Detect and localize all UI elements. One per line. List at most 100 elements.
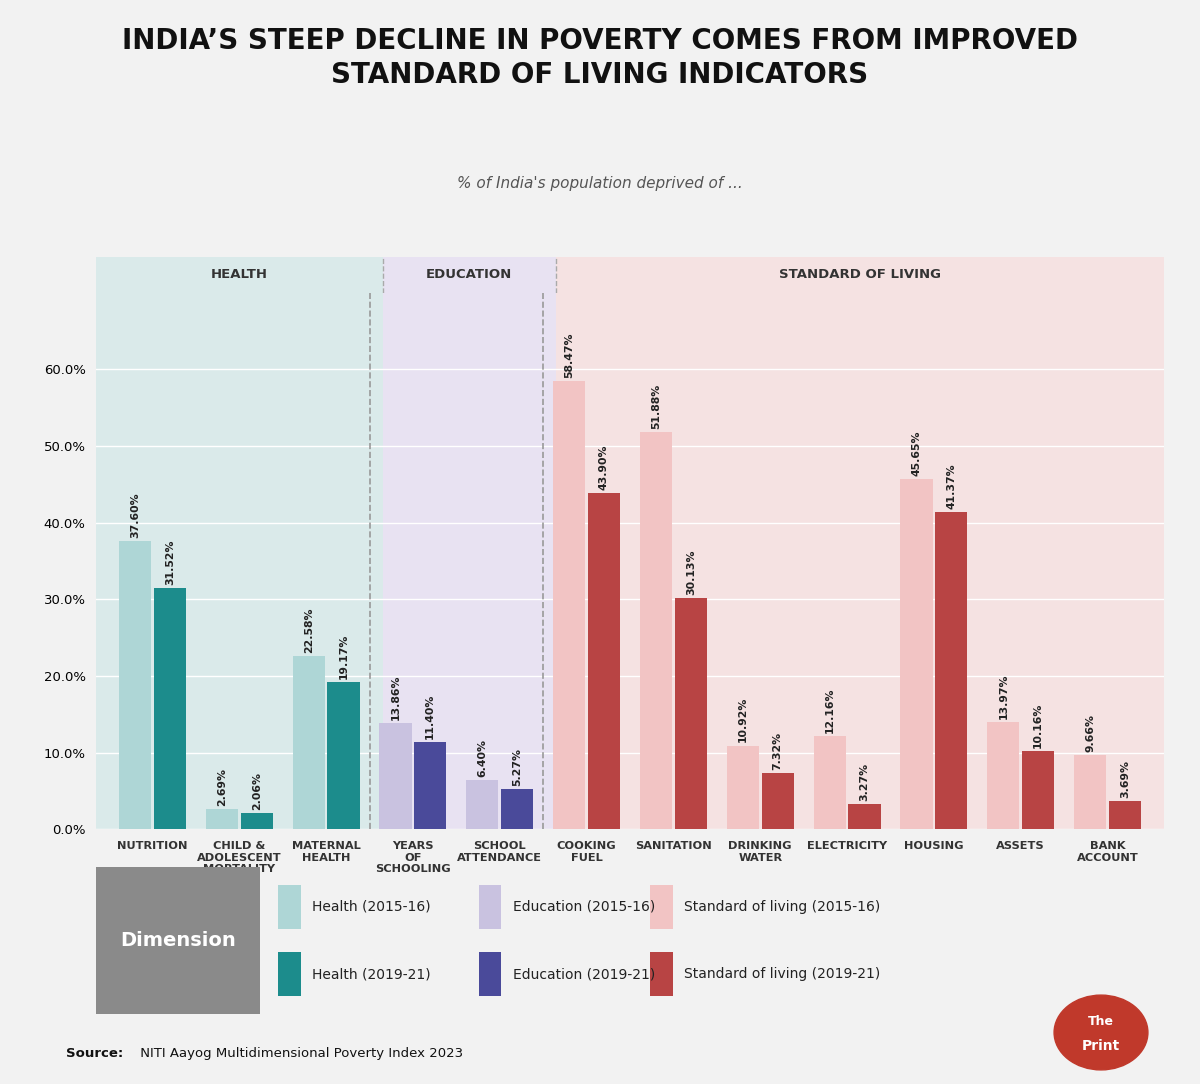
Text: 37.60%: 37.60% [130,492,140,538]
Text: HEALTH: HEALTH [211,269,268,281]
Text: 22.58%: 22.58% [304,608,313,653]
Bar [553,382,586,829]
Bar [814,736,846,829]
Bar [278,952,301,996]
Text: Health (2015-16): Health (2015-16) [312,900,431,914]
Bar [383,257,556,293]
Bar [762,773,793,829]
Bar [1022,751,1054,829]
Bar [119,541,151,829]
Bar [414,741,446,829]
Bar [588,493,620,829]
Bar [988,722,1020,829]
Text: NITI Aayog Multidimensional Poverty Index 2023: NITI Aayog Multidimensional Poverty Inde… [136,1047,463,1060]
Text: 3.69%: 3.69% [1120,760,1130,798]
Text: EDUCATION: EDUCATION [426,269,512,281]
Bar [154,588,186,829]
Text: 6.40%: 6.40% [478,739,487,777]
Bar [1022,751,1054,829]
Bar [467,780,498,829]
Text: STANDARD OF LIVING: STANDARD OF LIVING [779,269,941,281]
Bar [414,741,446,829]
Text: 12.16%: 12.16% [824,687,835,733]
Text: 19.17%: 19.17% [338,634,348,680]
Bar [383,293,556,829]
Text: INDIA’S STEEP DECLINE IN POVERTY COMES FROM IMPROVED
STANDARD OF LIVING INDICATO: INDIA’S STEEP DECLINE IN POVERTY COMES F… [122,27,1078,89]
Bar [935,512,967,829]
Bar [640,431,672,829]
Bar [96,293,383,829]
Bar [206,809,238,829]
Bar [650,885,673,929]
Bar [900,479,932,829]
Bar [379,723,412,829]
Text: Health (2019-21): Health (2019-21) [312,967,431,981]
Text: 43.90%: 43.90% [599,444,608,490]
Bar [727,746,758,829]
Text: 11.40%: 11.40% [425,694,436,739]
Text: Print: Print [1082,1038,1120,1053]
Text: 41.37%: 41.37% [947,464,956,509]
Bar [674,598,707,829]
Bar [727,746,758,829]
Bar [762,773,793,829]
Text: 13.86%: 13.86% [390,674,401,720]
Text: 10.16%: 10.16% [1033,702,1043,748]
Text: 5.27%: 5.27% [512,748,522,786]
Bar [119,541,151,829]
Bar [479,885,502,929]
Text: 7.32%: 7.32% [773,732,782,770]
Text: The: The [1088,1015,1114,1028]
Bar [479,952,502,996]
Text: 2.06%: 2.06% [252,773,262,811]
Bar [814,736,846,829]
Text: Source:: Source: [66,1047,124,1060]
Text: 51.88%: 51.88% [652,384,661,428]
Text: 9.66%: 9.66% [1085,714,1096,752]
Bar [553,382,586,829]
Bar [96,867,259,1014]
Text: Standard of living (2015-16): Standard of living (2015-16) [684,900,880,914]
Bar [848,804,881,829]
Text: Education (2019-21): Education (2019-21) [512,967,655,981]
Text: 30.13%: 30.13% [685,550,696,595]
Bar [467,780,498,829]
Bar [674,598,707,829]
Text: 45.65%: 45.65% [912,430,922,476]
Bar [640,431,672,829]
Bar [96,257,383,293]
Bar [293,656,325,829]
Bar [935,512,967,829]
Text: Standard of living (2019-21): Standard of living (2019-21) [684,967,880,981]
Bar [379,723,412,829]
Bar [278,885,301,929]
Bar [988,722,1020,829]
Bar [502,789,533,829]
Bar [1109,801,1141,829]
Bar [154,588,186,829]
Text: % of India's population deprived of ...: % of India's population deprived of ... [457,176,743,191]
Bar [900,479,932,829]
Bar [328,682,360,829]
Text: 10.92%: 10.92% [738,697,748,743]
Bar [556,257,1164,293]
Bar [556,293,1164,829]
Text: 13.97%: 13.97% [998,673,1008,719]
Bar [240,813,272,829]
Bar [1109,801,1141,829]
Text: Education (2015-16): Education (2015-16) [512,900,655,914]
Bar [293,656,325,829]
Text: Dimension: Dimension [120,931,235,950]
Bar [328,682,360,829]
Bar [650,952,673,996]
Bar [206,809,238,829]
Text: 58.47%: 58.47% [564,333,575,378]
Circle shape [1054,995,1148,1070]
Bar [848,804,881,829]
Bar [1074,756,1106,829]
Text: 31.52%: 31.52% [164,539,175,584]
Bar [240,813,272,829]
Bar [1074,756,1106,829]
Bar [588,493,620,829]
Text: 3.27%: 3.27% [859,763,870,801]
